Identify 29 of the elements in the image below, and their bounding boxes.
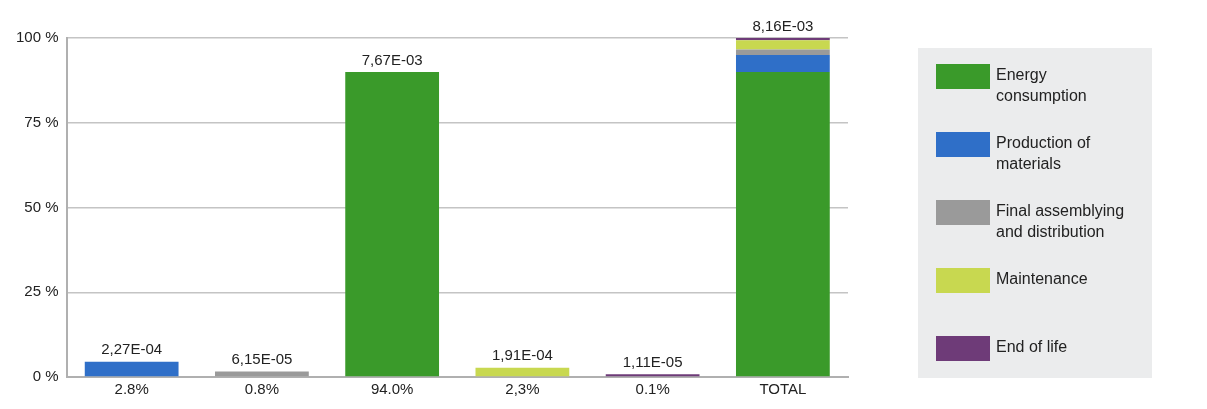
annotation: 1,91E-04 [491,346,553,364]
annotation: 1,11E-05 [622,352,683,370]
x-tick-label: TOTAL [759,380,807,398]
x-tick-label: 0.8% [244,380,279,398]
legend-label: Production of materials [996,133,1092,174]
x-tick-label: 2,3% [505,380,540,398]
legend-label: Energy consumption [996,65,1088,106]
bar [84,361,179,377]
annotation: 8,16E-03 [752,16,814,34]
annotation: 2,27E-04 [101,340,163,358]
annotation: 6,15E-05 [231,350,293,368]
y-tick-label: 100 % [15,28,59,46]
legend-label: Maintenance [996,269,1089,289]
bar [735,40,830,50]
bar [735,54,830,72]
x-tick-label: 0.1% [635,380,670,398]
bar [345,71,440,377]
bar [475,367,570,377]
bar [735,49,830,55]
bar [735,71,830,377]
y-tick-label: 25 % [24,282,59,300]
x-tick-label: 94.0% [370,380,414,398]
y-tick-label: 0 % [32,367,59,385]
x-tick-label: 2.8% [114,380,149,398]
legend-label: End of life [996,337,1069,357]
y-tick-label: 75 % [24,112,59,130]
annotation: 7,67E-03 [361,50,423,68]
legend-label: Final assemblying and distribution [996,201,1126,242]
y-tick-label: 50 % [24,197,59,215]
